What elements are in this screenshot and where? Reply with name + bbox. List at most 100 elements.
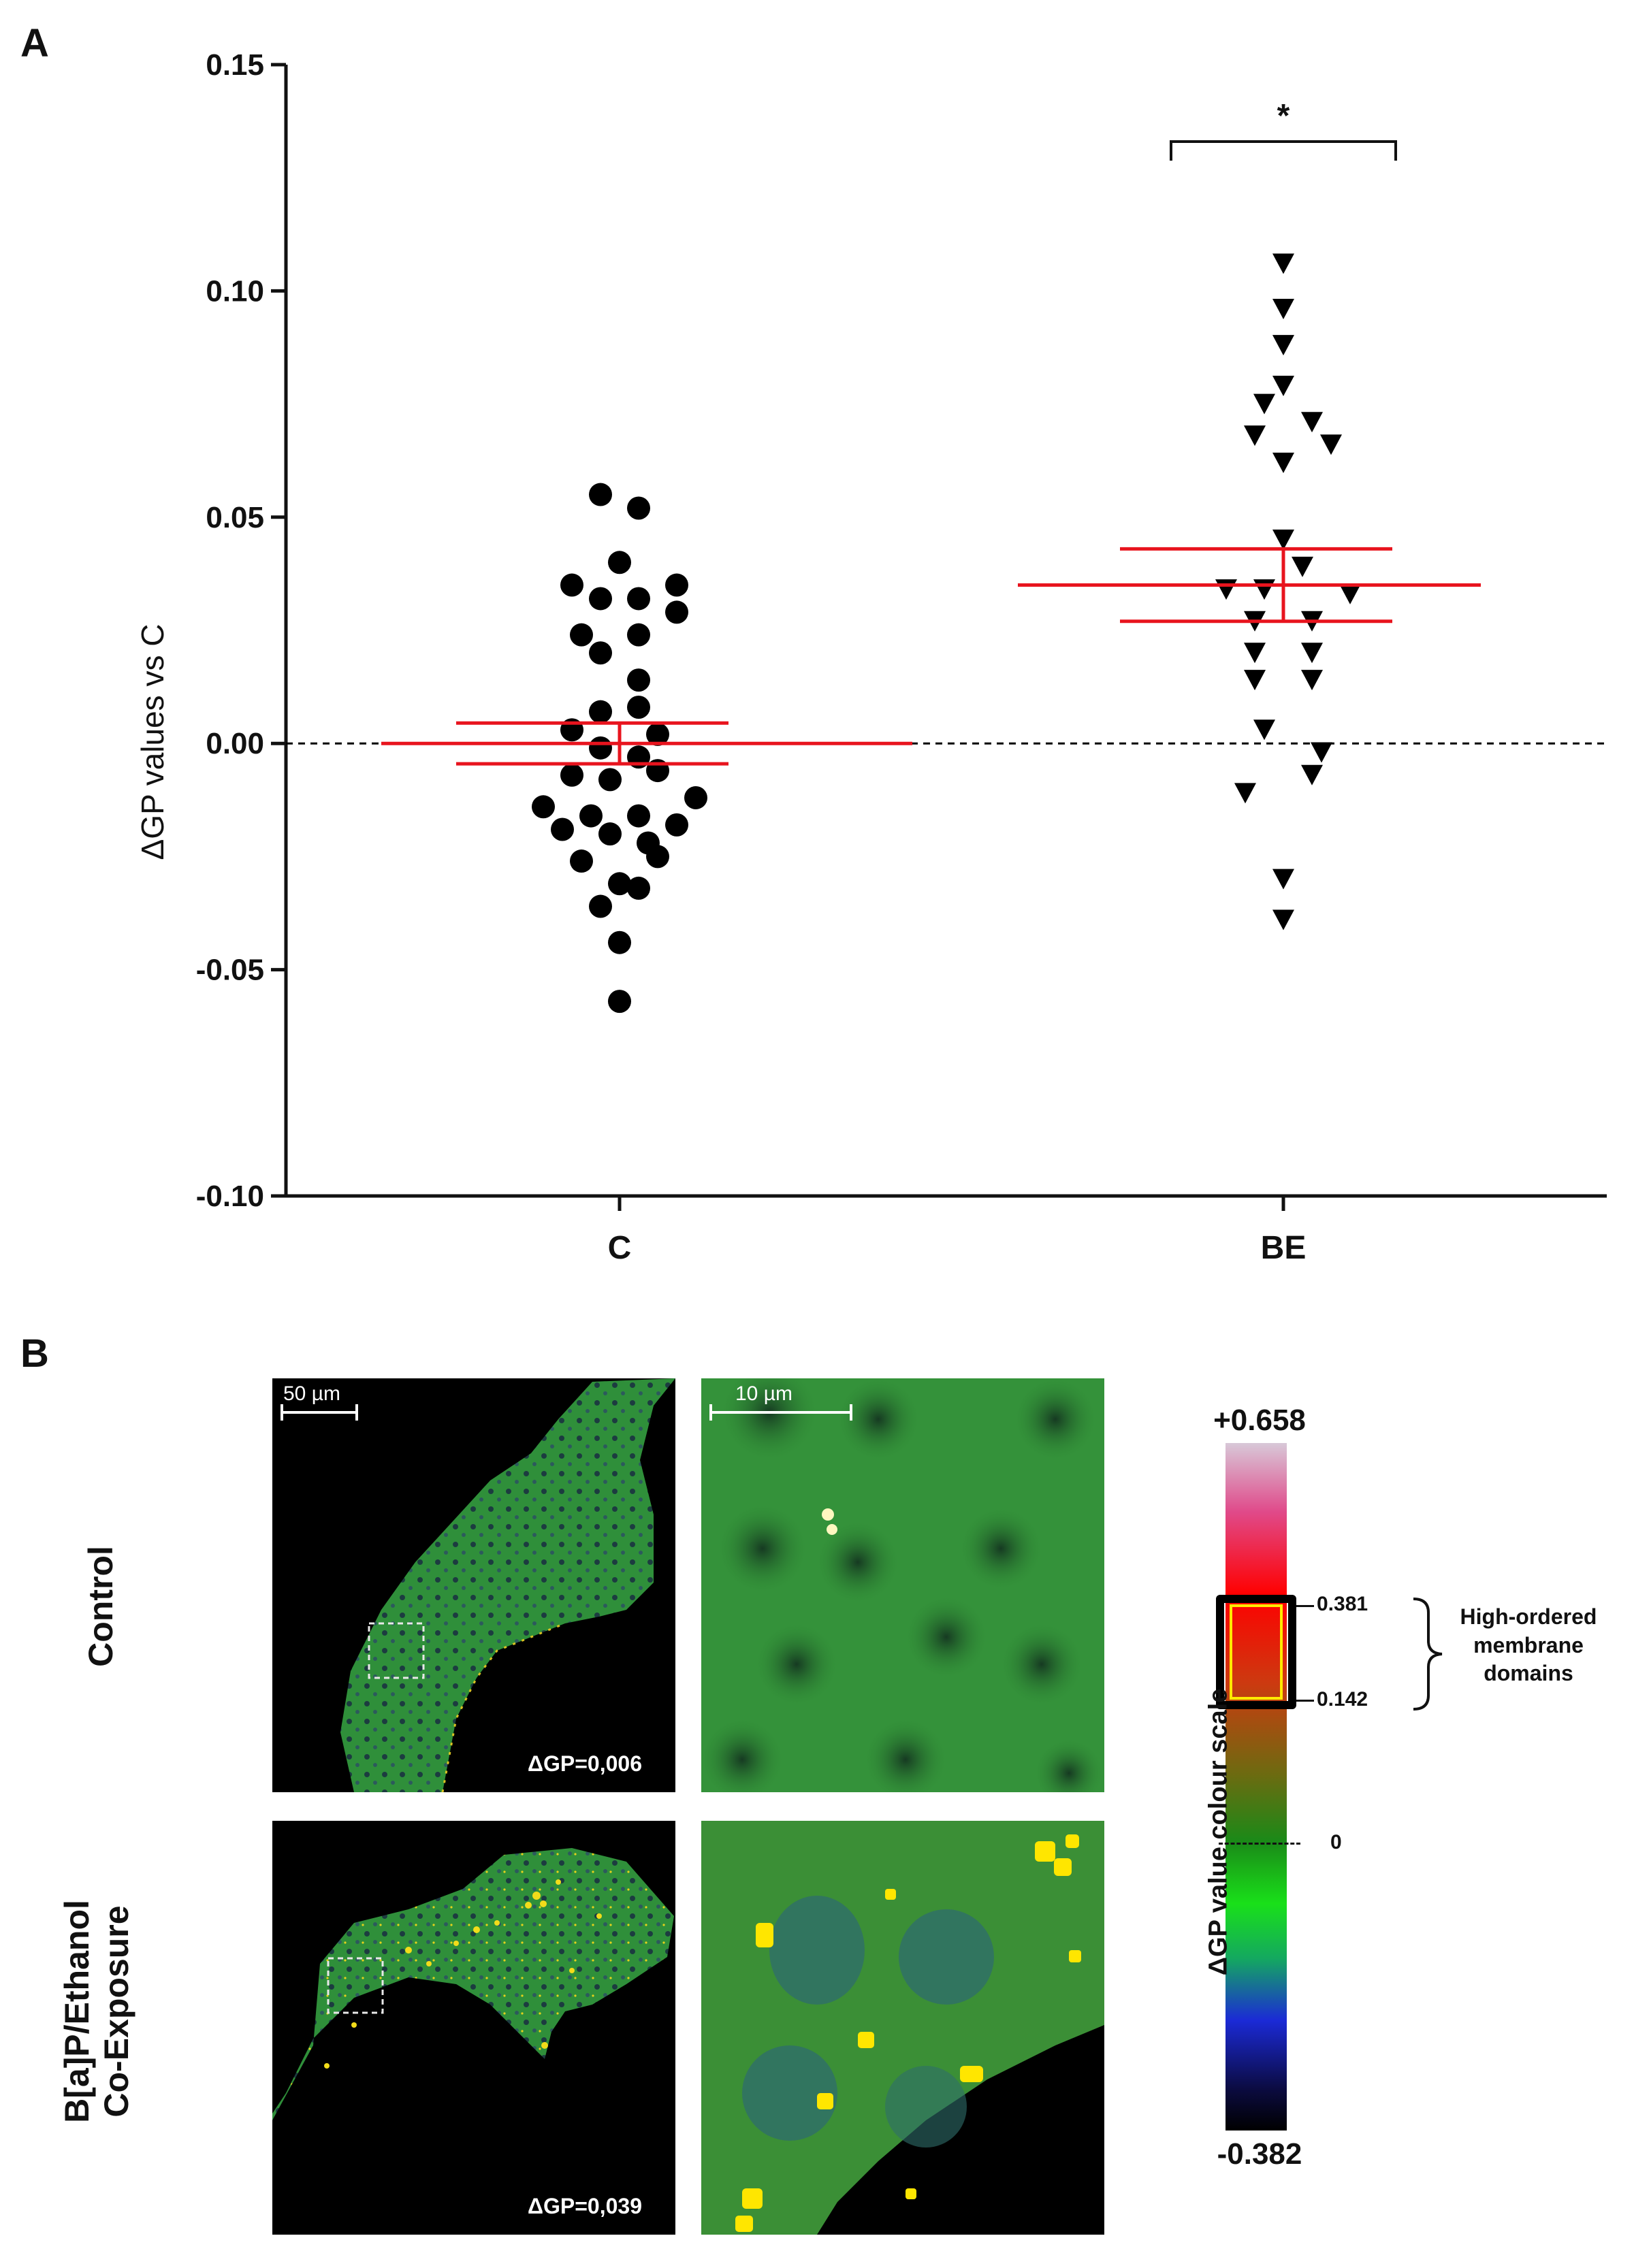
y-tick-label: 0.10	[206, 274, 264, 308]
data-point-be	[1320, 434, 1342, 455]
data-point-be	[1215, 579, 1237, 600]
data-point-c	[627, 696, 650, 719]
data-point-c	[646, 722, 669, 746]
data-point-c	[627, 668, 650, 692]
high-ordered-annotation: High-ordered membrane domains	[1440, 1603, 1617, 1688]
data-point-c	[589, 894, 612, 918]
data-point-be	[1244, 670, 1266, 691]
data-point-c	[627, 587, 650, 611]
data-point-be	[1253, 393, 1275, 415]
data-point-c	[665, 813, 688, 837]
mark-zero-label: 0	[1330, 1831, 1342, 1853]
data-point-be	[1253, 579, 1275, 600]
mark-low-label: 0.142	[1317, 1688, 1368, 1711]
data-point-c	[627, 496, 650, 520]
data-point-be	[1272, 253, 1294, 274]
data-point-c	[627, 804, 650, 828]
chart-marks	[381, 253, 1481, 1014]
data-point-be	[1292, 556, 1313, 577]
scale-bar-10	[709, 1404, 852, 1421]
scale-bar-50	[281, 1404, 358, 1421]
y-tick-label: 0.05	[206, 501, 264, 534]
data-point-c	[589, 587, 612, 611]
mark-high-label: 0.381	[1317, 1593, 1368, 1615]
data-point-c	[589, 700, 612, 724]
data-point-c	[608, 990, 631, 1014]
significance-bracket	[1170, 140, 1397, 161]
micrograph-control-overview: 50 µm ΔGP=0,006	[272, 1378, 675, 1792]
data-point-c	[627, 623, 650, 647]
zoom-exposed-image	[701, 1821, 1104, 2235]
colour-scale-min: -0.382	[1217, 2137, 1302, 2171]
data-point-be	[1234, 783, 1256, 804]
mark-zero-line	[1219, 1843, 1300, 1845]
tissue-exposed-image	[272, 1848, 674, 2120]
scale-label-10: 10 µm	[735, 1382, 792, 1405]
chart-axes: 0.15 0.10 0.05 0.00 -0.05 -0.10 C BE *	[196, 48, 1607, 1266]
mark-low-tick	[1296, 1700, 1314, 1702]
annotation-line3: domains	[1484, 1661, 1573, 1686]
colour-scale-gradient	[1226, 1443, 1287, 2131]
data-point-c	[551, 817, 574, 841]
scatter-chart: 0.15 0.10 0.05 0.00 -0.05 -0.10 C BE * ΔGP value…	[135, 48, 1607, 1266]
y-tick-label: 0.00	[206, 727, 264, 760]
significance-star: *	[1277, 98, 1290, 134]
data-point-c	[589, 641, 612, 665]
data-point-be	[1301, 643, 1323, 664]
micrograph-exposed-zoom	[701, 1821, 1104, 2235]
row-label-exposed-line1: B[a]P/Ethanol	[58, 1900, 96, 2123]
data-point-be	[1339, 583, 1361, 604]
data-point-c	[570, 623, 593, 647]
data-point-c	[608, 872, 631, 896]
data-point-c	[627, 876, 650, 900]
y-tick-label: -0.05	[196, 954, 264, 987]
data-point-c	[570, 849, 593, 873]
data-point-be	[1253, 719, 1275, 741]
colour-scale-title-wrap: ΔGP value colour scale	[1202, 1620, 1236, 2056]
data-point-c	[560, 763, 583, 787]
data-point-c	[579, 804, 603, 828]
y-tick-label: 0.15	[206, 48, 264, 82]
colour-scale-highlight-box	[1230, 1604, 1283, 1700]
annotation-line1: High-ordered	[1460, 1604, 1597, 1629]
micrograph-control-zoom: 10 µm	[701, 1378, 1104, 1792]
data-point-be	[1272, 869, 1294, 890]
brace-icon	[1413, 1598, 1443, 1711]
data-point-c	[560, 573, 583, 597]
data-point-c	[665, 600, 688, 624]
mark-high-tick	[1296, 1605, 1314, 1607]
data-point-c	[589, 736, 612, 760]
data-point-c	[665, 573, 688, 597]
data-point-c	[589, 483, 612, 506]
data-point-be	[1301, 764, 1323, 785]
row-label-exposed: B[a]P/Ethanol Co-Exposure	[58, 1821, 146, 2202]
colour-scale-highlight-frame	[1216, 1595, 1296, 1709]
data-point-c	[598, 822, 622, 846]
y-axis-title: ΔGP values vs C	[135, 624, 170, 860]
data-point-be	[1272, 298, 1294, 319]
data-point-c	[532, 795, 555, 819]
colour-scale-max: +0.658	[1213, 1404, 1306, 1437]
zoom-control-image	[701, 1378, 1104, 1792]
dgp-exposed-value: ΔGP=0,039	[528, 2194, 642, 2218]
data-point-be	[1272, 453, 1294, 474]
data-point-be	[1272, 376, 1294, 397]
data-point-be	[1244, 643, 1266, 664]
annotation-line2: membrane	[1473, 1632, 1584, 1657]
data-point-c	[598, 768, 622, 792]
data-point-c	[608, 551, 631, 574]
data-point-c	[608, 930, 631, 954]
panel-b-label: B	[20, 1331, 49, 1376]
data-point-be	[1311, 742, 1332, 763]
data-point-c	[646, 845, 669, 869]
data-point-be	[1272, 530, 1294, 551]
panel-a-label: A	[20, 21, 49, 65]
data-point-be	[1272, 335, 1294, 356]
scale-label-50: 50 µm	[283, 1382, 340, 1405]
row-label-control-text: Control	[82, 1546, 120, 1667]
colour-scale-title: ΔGP value colour scale	[1204, 1688, 1233, 1976]
micrograph-exposed-overview: ΔGP=0,039	[272, 1821, 675, 2235]
x-category-label: BE	[1261, 1230, 1307, 1266]
tissue-control-image	[340, 1378, 675, 1792]
data-point-be	[1244, 425, 1266, 447]
